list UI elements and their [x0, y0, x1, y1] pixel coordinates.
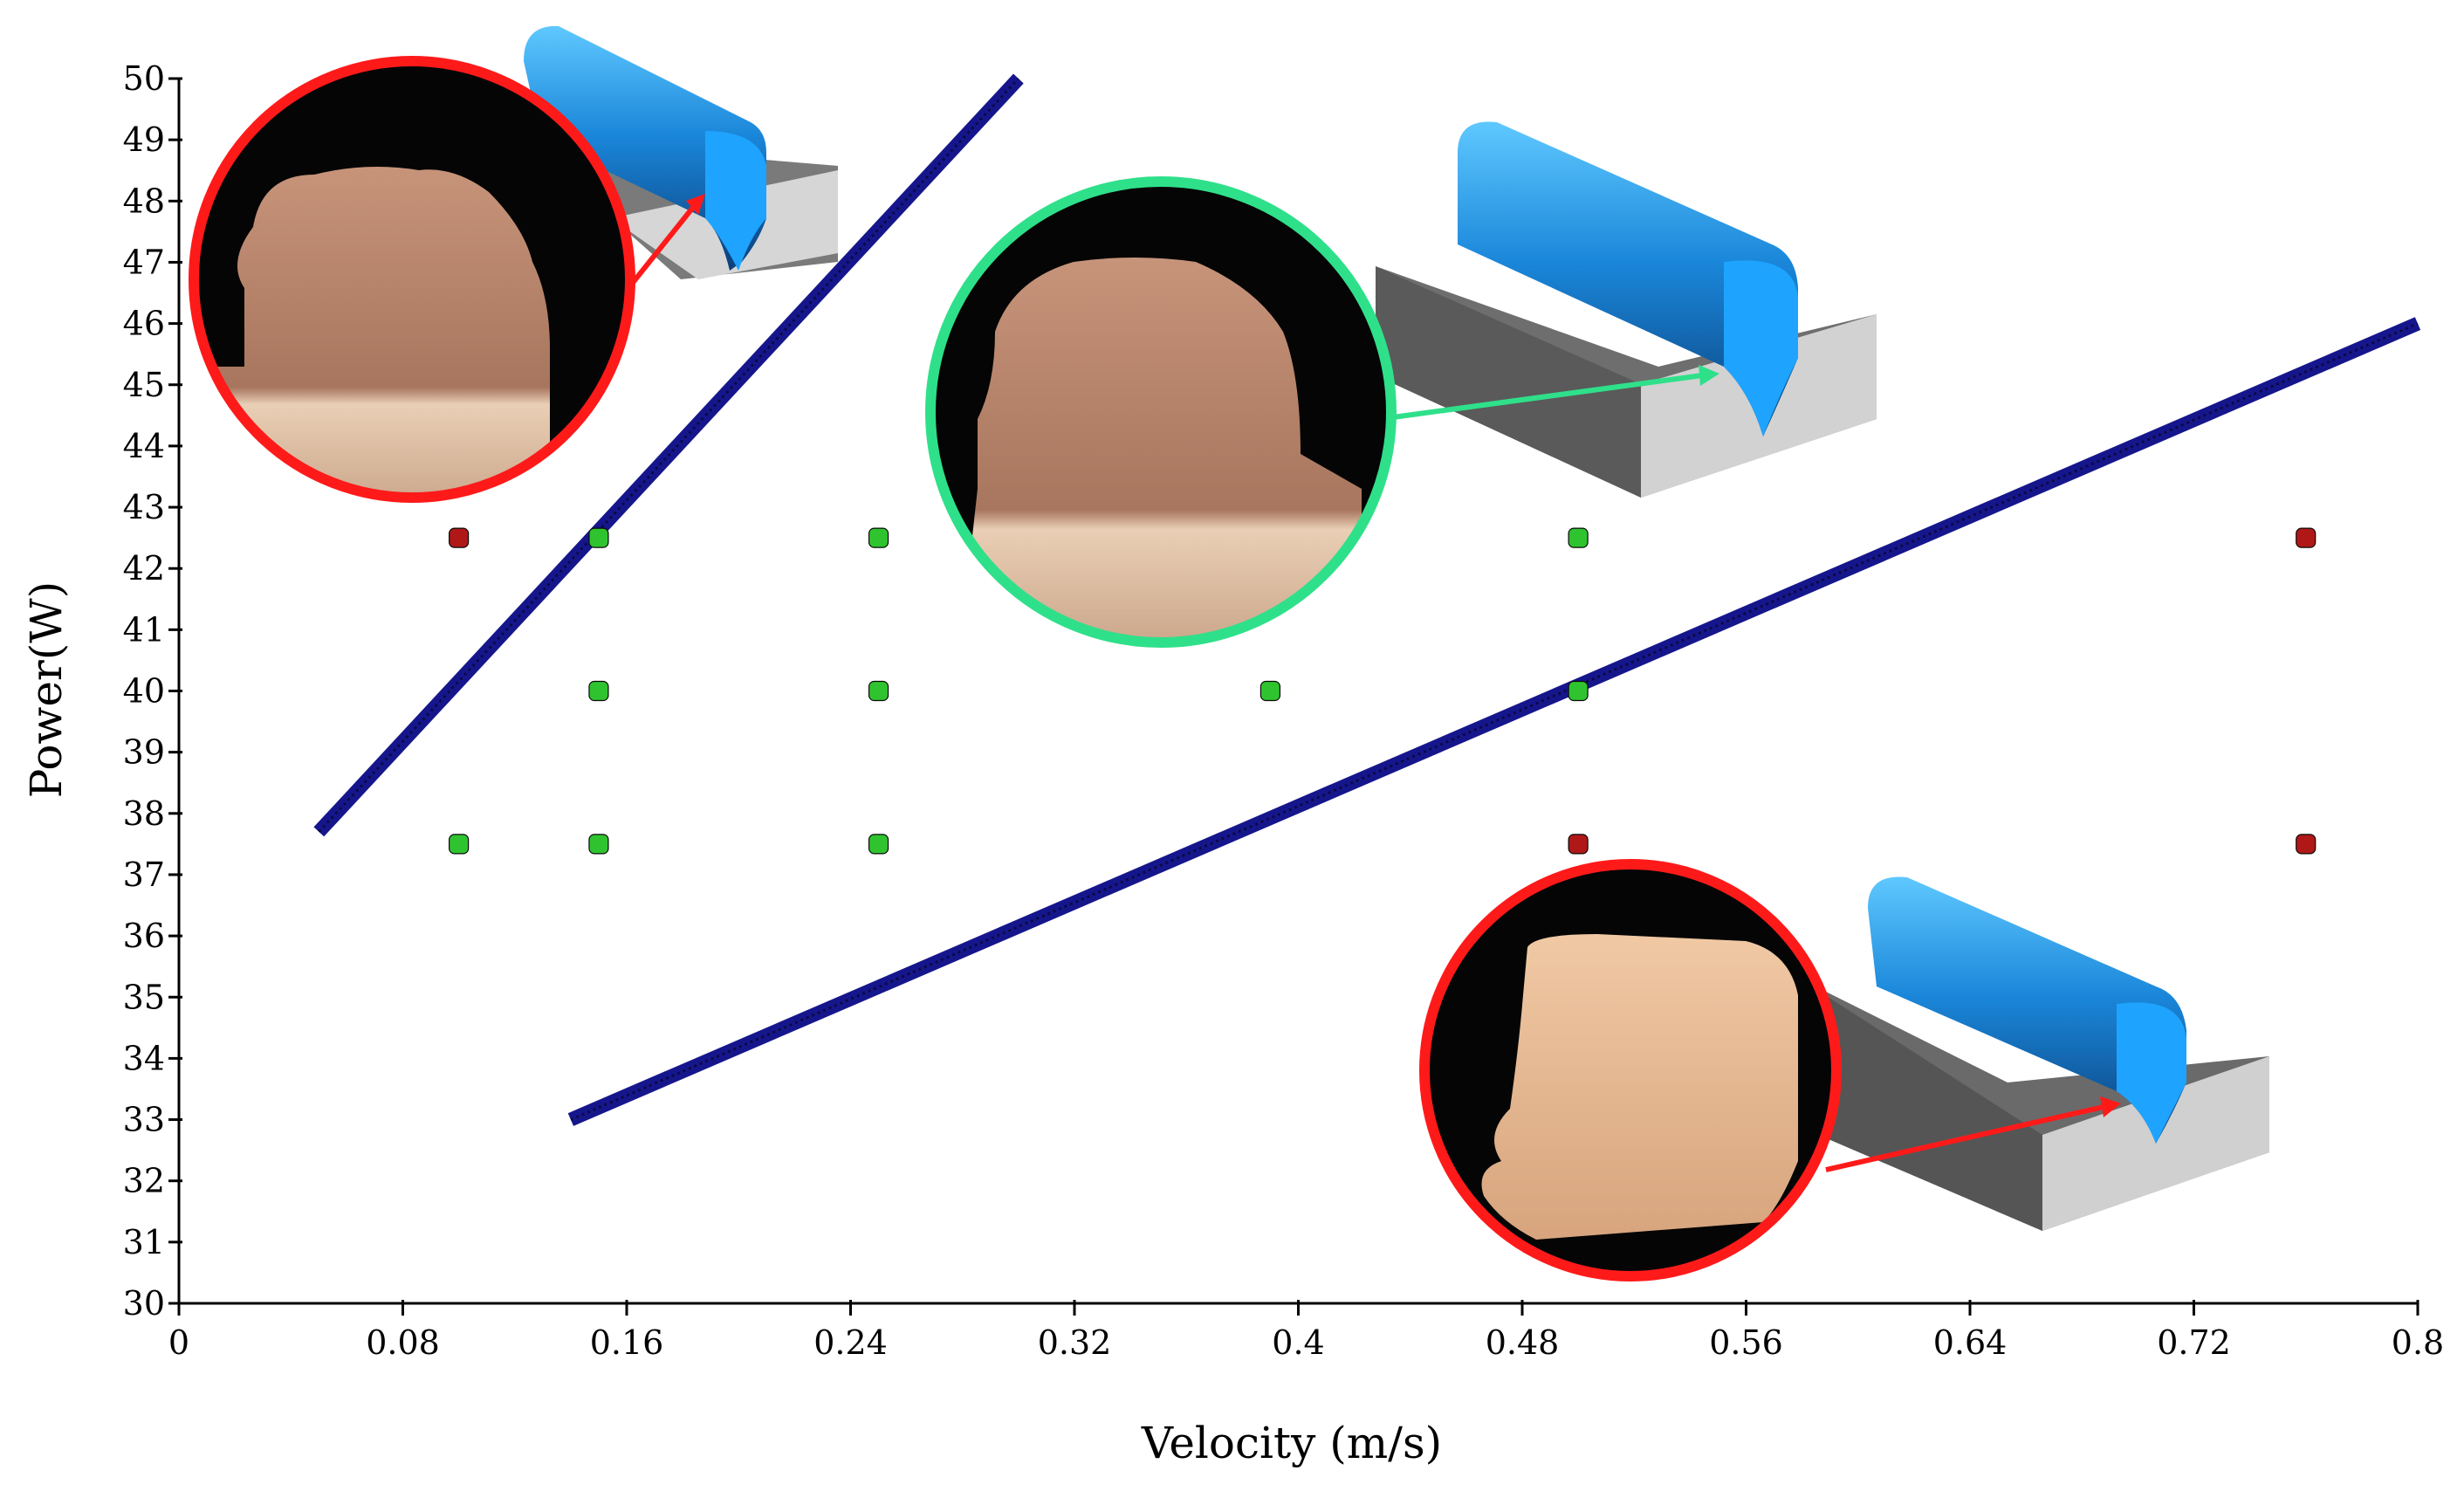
- data-points: [449, 527, 2316, 855]
- y-tick-label: 39: [123, 733, 165, 772]
- y-tick-label: 36: [123, 917, 165, 955]
- bead-3d-icon: [1458, 121, 1798, 436]
- pointer-arrow: [1392, 373, 1703, 420]
- y-tick-label: 37: [123, 856, 165, 894]
- defective-point: [449, 527, 470, 548]
- acceptable-point: [588, 680, 609, 702]
- y-tick-label: 50: [123, 59, 165, 98]
- acceptable-point: [588, 834, 609, 855]
- defective-point: [2296, 834, 2316, 855]
- y-tick-label: 42: [123, 549, 165, 588]
- x-tick-label: 0.08: [366, 1323, 440, 1362]
- y-tick-label: 43: [123, 488, 165, 526]
- acceptable-point: [588, 527, 609, 548]
- y-tick-label: 35: [123, 978, 165, 1016]
- boundary-lines: [313, 73, 2421, 1126]
- x-tick-label: 0.64: [1933, 1323, 2008, 1362]
- pointer-arrow: [1825, 1104, 2104, 1172]
- bead-3d-icon: [1868, 876, 2186, 1144]
- defective-point: [1568, 834, 1589, 855]
- x-tick-label: 0.56: [1709, 1323, 1783, 1362]
- y-tick-label: 41: [123, 610, 165, 649]
- y-tick-label: 33: [123, 1101, 165, 1139]
- y-tick-label: 47: [123, 243, 165, 281]
- y-tick-label: 38: [123, 794, 165, 833]
- x-tick-label: 0.24: [813, 1323, 888, 1362]
- acceptable-point: [1259, 680, 1281, 702]
- acceptable-point: [1568, 680, 1589, 702]
- x-axis-title: Velocity (m/s): [1141, 1418, 1442, 1468]
- upper-boundary-texture: [318, 77, 1019, 833]
- good-bead-inset: [925, 121, 1877, 648]
- x-tick-label: 0: [168, 1323, 189, 1362]
- y-tick-label: 45: [123, 366, 165, 404]
- y-tick-label: 49: [123, 120, 165, 159]
- acceptable-point: [868, 834, 889, 855]
- y-tick-label: 46: [123, 305, 165, 343]
- y-tick-label: 34: [123, 1039, 165, 1077]
- y-tick-label: 40: [123, 672, 165, 711]
- acceptable-point: [1568, 527, 1589, 548]
- x-tick-label: 0.16: [590, 1323, 664, 1362]
- acceptable-point: [868, 680, 889, 702]
- y-tick-label: 44: [123, 427, 165, 465]
- y-tick-label: 32: [123, 1162, 165, 1200]
- y-tick-label: 48: [123, 182, 165, 220]
- lower-boundary-texture: [570, 322, 2419, 1121]
- y-tick-label: 30: [123, 1284, 165, 1323]
- y-tick-label: 31: [123, 1223, 165, 1261]
- x-tick-label: 0.48: [1486, 1323, 1560, 1362]
- y-axis-title: Power(W): [21, 581, 72, 798]
- x-tick-label: 0.4: [1272, 1323, 1324, 1362]
- excess-penetration-inset: [189, 25, 838, 503]
- acceptable-point: [449, 834, 470, 855]
- pointer-arrow: [626, 199, 701, 290]
- x-tick-label: 0.32: [1038, 1323, 1112, 1362]
- insufficient-fusion-inset: [1419, 859, 2269, 1282]
- x-tick-label: 0.72: [2157, 1323, 2231, 1362]
- acceptable-point: [868, 527, 889, 548]
- x-tick-label: 0.8: [2392, 1323, 2444, 1362]
- axes: 30 31 32 33 34 35 36 37 38 39 40 41 42 43 44 45 46 47 48 49…: [123, 59, 2445, 1362]
- defective-point: [2296, 527, 2316, 548]
